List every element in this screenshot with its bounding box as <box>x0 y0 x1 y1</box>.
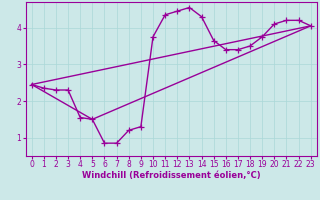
X-axis label: Windchill (Refroidissement éolien,°C): Windchill (Refroidissement éolien,°C) <box>82 171 260 180</box>
